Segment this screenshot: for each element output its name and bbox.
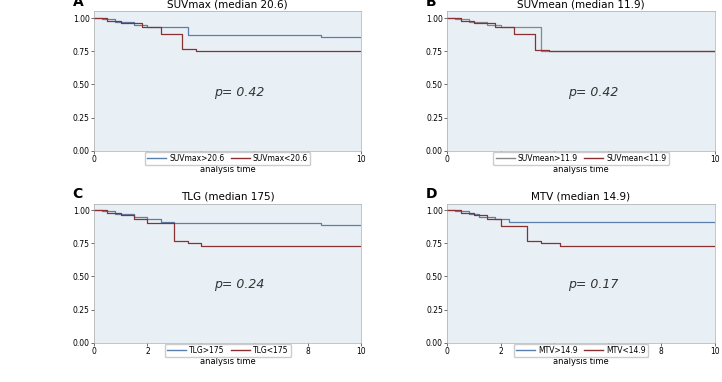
Title: SUVmean (median 11.9): SUVmean (median 11.9) xyxy=(517,0,645,9)
Text: p= 0.42: p= 0.42 xyxy=(214,86,265,99)
Text: B: B xyxy=(426,0,436,9)
Text: A: A xyxy=(72,0,83,9)
X-axis label: analysis time: analysis time xyxy=(553,165,609,174)
Title: TLG (median 175): TLG (median 175) xyxy=(181,191,274,201)
Text: p= 0.24: p= 0.24 xyxy=(214,278,265,291)
Title: MTV (median 14.9): MTV (median 14.9) xyxy=(531,191,630,201)
X-axis label: analysis time: analysis time xyxy=(553,357,609,366)
Title: SUVmax (median 20.6): SUVmax (median 20.6) xyxy=(168,0,288,9)
Legend: TLG>175, TLG<175: TLG>175, TLG<175 xyxy=(165,344,291,357)
Text: D: D xyxy=(426,187,438,201)
Legend: SUVmean>11.9, SUVmean<11.9: SUVmean>11.9, SUVmean<11.9 xyxy=(493,152,669,165)
Legend: MTV>14.9, MTV<14.9: MTV>14.9, MTV<14.9 xyxy=(514,344,648,357)
Legend: SUVmax>20.6, SUVmax<20.6: SUVmax>20.6, SUVmax<20.6 xyxy=(145,152,310,165)
Text: p= 0.17: p= 0.17 xyxy=(567,278,618,291)
Text: p= 0.42: p= 0.42 xyxy=(567,86,618,99)
X-axis label: analysis time: analysis time xyxy=(200,357,256,366)
Text: C: C xyxy=(72,187,83,201)
X-axis label: analysis time: analysis time xyxy=(200,165,256,174)
